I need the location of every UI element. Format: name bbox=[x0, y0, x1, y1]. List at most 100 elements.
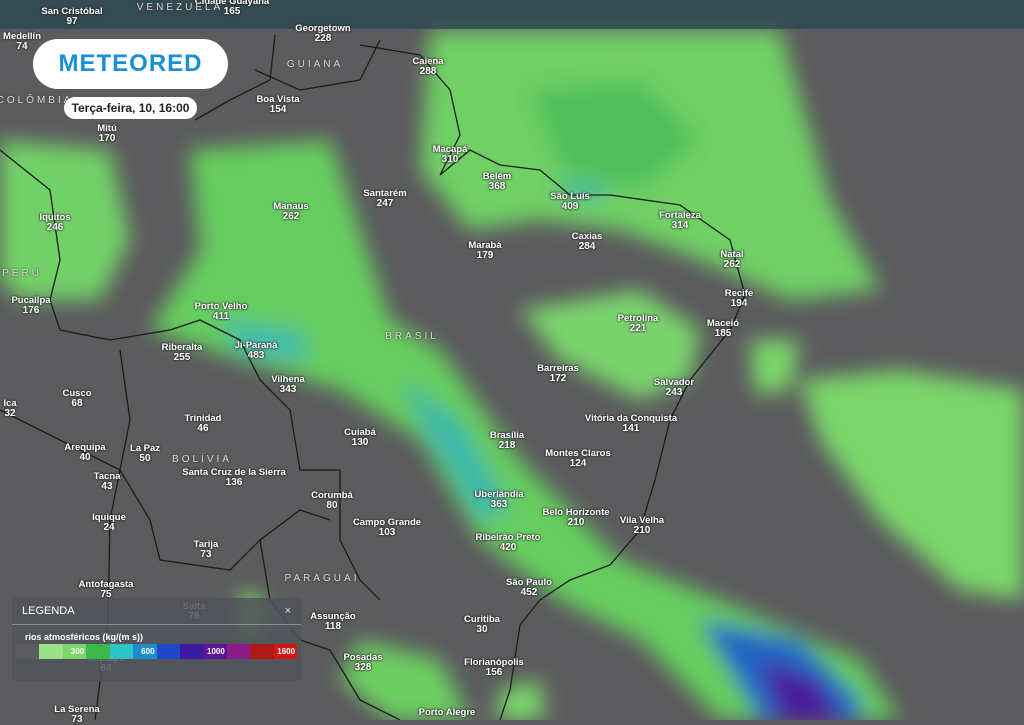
city-label[interactable]: Boa Vista 154 bbox=[256, 95, 299, 115]
city-label[interactable]: Riberalta 255 bbox=[162, 343, 203, 363]
city-label[interactable]: Ribeirão Preto 420 bbox=[476, 533, 541, 553]
city-name: Florianópolis bbox=[464, 657, 524, 668]
city-name: Trinidad bbox=[184, 413, 222, 424]
city-label[interactable]: Trinidad 46 bbox=[185, 414, 222, 434]
city-name: Marabá bbox=[468, 240, 502, 251]
city-label[interactable]: Santarém 247 bbox=[363, 189, 406, 209]
city-label[interactable]: Porto Velho 411 bbox=[195, 302, 248, 322]
city-value: 363 bbox=[490, 499, 508, 510]
city-label[interactable]: São Luís 409 bbox=[550, 192, 590, 212]
city-value: 154 bbox=[269, 104, 287, 115]
city-value: 409 bbox=[561, 201, 579, 212]
city-value: 50 bbox=[139, 453, 151, 464]
city-name: Cuiabá bbox=[344, 427, 376, 438]
legend-title: LEGENDA bbox=[22, 605, 75, 617]
city-value: 136 bbox=[225, 477, 243, 488]
scale-step: 300 bbox=[62, 644, 87, 659]
city-label[interactable]: Tarija 73 bbox=[194, 540, 219, 560]
city-value: 194 bbox=[730, 298, 748, 309]
city-label[interactable]: Iquitos 246 bbox=[39, 213, 70, 233]
city-name: La Paz bbox=[129, 443, 161, 454]
city-name: Boa Vista bbox=[256, 94, 300, 105]
city-label[interactable]: Barreiras 172 bbox=[537, 364, 579, 384]
city-label[interactable]: Medellín 74 bbox=[3, 32, 41, 52]
city-label[interactable]: Florianópolis 156 bbox=[464, 658, 524, 678]
city-value: 46 bbox=[197, 423, 209, 434]
city-name: Ribeirão Preto bbox=[475, 532, 541, 543]
city-name: Macapá bbox=[432, 144, 468, 155]
city-label[interactable]: Iquique 24 bbox=[92, 513, 126, 533]
city-label[interactable]: Antofagasta 75 bbox=[79, 580, 134, 600]
city-value: 255 bbox=[173, 352, 191, 363]
city-label[interactable]: São Paulo 452 bbox=[506, 578, 552, 598]
city-label[interactable]: La Paz 50 bbox=[130, 444, 160, 464]
city-label[interactable]: Natal 262 bbox=[720, 250, 743, 270]
city-label[interactable]: Petrolina 221 bbox=[618, 314, 659, 334]
city-value: 243 bbox=[665, 387, 683, 398]
city-label[interactable]: Vitória da Conquista 141 bbox=[585, 414, 677, 434]
city-value: 246 bbox=[46, 222, 64, 233]
city-value: 314 bbox=[671, 220, 689, 231]
city-label[interactable]: Santa Cruz de la Sierra 136 bbox=[182, 468, 285, 488]
city-label[interactable]: Tacna 43 bbox=[94, 472, 121, 492]
scale-step bbox=[86, 644, 110, 659]
city-label[interactable]: Curitiba 30 bbox=[464, 615, 500, 635]
meteored-logo[interactable]: METEORED bbox=[33, 39, 228, 89]
city-name: La Serena bbox=[54, 704, 100, 715]
city-label[interactable]: Corumbá 80 bbox=[311, 491, 353, 511]
city-value: 130 bbox=[351, 437, 369, 448]
city-label[interactable]: Cidade Guayana 165 bbox=[195, 0, 269, 17]
close-icon[interactable]: × bbox=[284, 605, 291, 617]
city-label[interactable]: Cuiabá 130 bbox=[344, 428, 376, 448]
city-label[interactable]: Montes Claros 124 bbox=[545, 449, 610, 469]
city-name: Fortaleza bbox=[659, 210, 701, 221]
city-label[interactable]: Belo Horizonte 210 bbox=[542, 508, 609, 528]
city-name: Recife bbox=[724, 288, 754, 299]
city-label[interactable]: Campo Grande 103 bbox=[353, 518, 421, 538]
city-label[interactable]: Salvador 243 bbox=[654, 378, 694, 398]
city-label[interactable]: Porto Alegre bbox=[419, 708, 476, 718]
city-label[interactable]: La Serena 73 bbox=[54, 705, 99, 725]
city-value: 284 bbox=[578, 241, 596, 252]
city-label[interactable]: Assunção 118 bbox=[310, 612, 355, 632]
city-label[interactable]: Fortaleza 314 bbox=[659, 211, 701, 231]
city-label[interactable]: Belém 368 bbox=[483, 172, 512, 192]
city-label[interactable]: Manaus 262 bbox=[273, 202, 308, 222]
city-label[interactable]: Caxias 284 bbox=[572, 232, 603, 252]
city-name: Vitória da Conquista bbox=[584, 413, 678, 424]
city-label[interactable]: Vilhena 343 bbox=[271, 375, 305, 395]
city-label[interactable]: Arequipa 40 bbox=[64, 443, 105, 463]
city-label[interactable]: Vila Velha 210 bbox=[620, 516, 664, 536]
city-label[interactable]: Macapá 310 bbox=[433, 145, 468, 165]
city-value: 68 bbox=[71, 398, 83, 409]
city-label[interactable]: Ica 32 bbox=[3, 399, 16, 419]
city-value: 262 bbox=[723, 259, 741, 270]
city-label[interactable]: Posadas 328 bbox=[343, 653, 382, 673]
city-value: 40 bbox=[79, 452, 91, 463]
city-name: Manaus bbox=[273, 201, 309, 212]
scale-step bbox=[39, 644, 63, 659]
forecast-datetime[interactable]: Terça-feira, 10, 16:00 bbox=[64, 97, 197, 119]
scale-step bbox=[156, 644, 180, 659]
city-label[interactable]: Brasília 218 bbox=[490, 431, 524, 451]
city-name: Mitú bbox=[97, 123, 117, 134]
city-name: São Luís bbox=[550, 191, 590, 202]
city-label[interactable]: San Cristóbal 97 bbox=[41, 7, 102, 27]
scale-step bbox=[250, 644, 274, 659]
legend-variable: rios atmosféricos (kg/(m s)) bbox=[25, 632, 144, 642]
legend-panel: LEGENDA × rios atmosféricos (kg/(m s)) 30… bbox=[12, 598, 301, 681]
city-label[interactable]: Mitú 170 bbox=[97, 124, 117, 144]
city-label[interactable]: Cusco 68 bbox=[62, 389, 91, 409]
city-label[interactable]: Caiena 288 bbox=[412, 57, 443, 77]
city-label[interactable]: Recife 194 bbox=[725, 289, 754, 309]
city-label[interactable]: Ji-Paraná 483 bbox=[235, 341, 278, 361]
city-label[interactable]: Maceió 185 bbox=[707, 319, 739, 339]
city-label[interactable]: Pucallpa 176 bbox=[11, 296, 50, 316]
city-label[interactable]: Uberlândia 363 bbox=[474, 490, 523, 510]
city-name: Tarija bbox=[193, 539, 219, 550]
city-label[interactable]: Georgetown 228 bbox=[295, 24, 350, 44]
city-value: 75 bbox=[100, 589, 112, 600]
city-value: 328 bbox=[354, 662, 372, 673]
city-label[interactable]: Marabá 179 bbox=[468, 241, 501, 261]
